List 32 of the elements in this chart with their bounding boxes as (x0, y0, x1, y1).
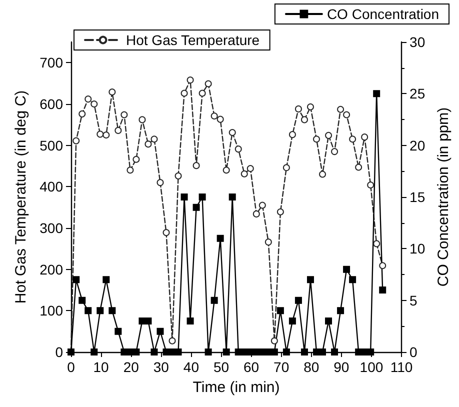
y2-tick-label: 20 (410, 137, 426, 154)
y-axis-title: Hot Gas Temperature (in deg C) (12, 90, 30, 304)
x-tick-label: 20 (123, 359, 140, 375)
y2-tick-label: 5 (410, 292, 418, 308)
x-tick-label: 0 (67, 359, 76, 375)
x-tick-label: 70 (274, 359, 290, 375)
y-tick-label: 0 (55, 344, 64, 360)
legend-label: CO Concentration (326, 6, 440, 22)
x-tick-label: 90 (334, 359, 350, 375)
y2-tick-label: 25 (410, 86, 426, 102)
y-tick-label: 200 (40, 261, 64, 278)
legend-label: Hot Gas Temperature (126, 32, 260, 48)
y-tick-label: 700 (40, 54, 64, 71)
y-tick-label: 600 (40, 96, 64, 112)
x-tick-label: 110 (390, 359, 413, 375)
x-tick-label: 40 (183, 359, 200, 375)
x-tick-label: 30 (153, 359, 170, 375)
x-axis-title: Time (in min) (192, 379, 280, 396)
y2-axis-title: CO Concentration (in ppm) (435, 107, 452, 287)
y2-tick-label: 10 (410, 240, 426, 257)
y-tick-label: 400 (40, 178, 64, 195)
y2-tick-label: 30 (410, 34, 426, 50)
y2-tick-label: 15 (410, 189, 426, 205)
x-tick-label: 50 (213, 359, 230, 375)
y-tick-label: 300 (40, 220, 64, 236)
x-tick-label: 80 (304, 359, 320, 375)
x-tick-label: 10 (93, 359, 110, 375)
y2-tick-label: 0 (410, 344, 418, 360)
y-tick-label: 100 (40, 302, 64, 319)
x-tick-label: 100 (360, 359, 384, 375)
x-tick-label: 60 (244, 359, 260, 375)
y-tick-label: 500 (40, 137, 64, 154)
